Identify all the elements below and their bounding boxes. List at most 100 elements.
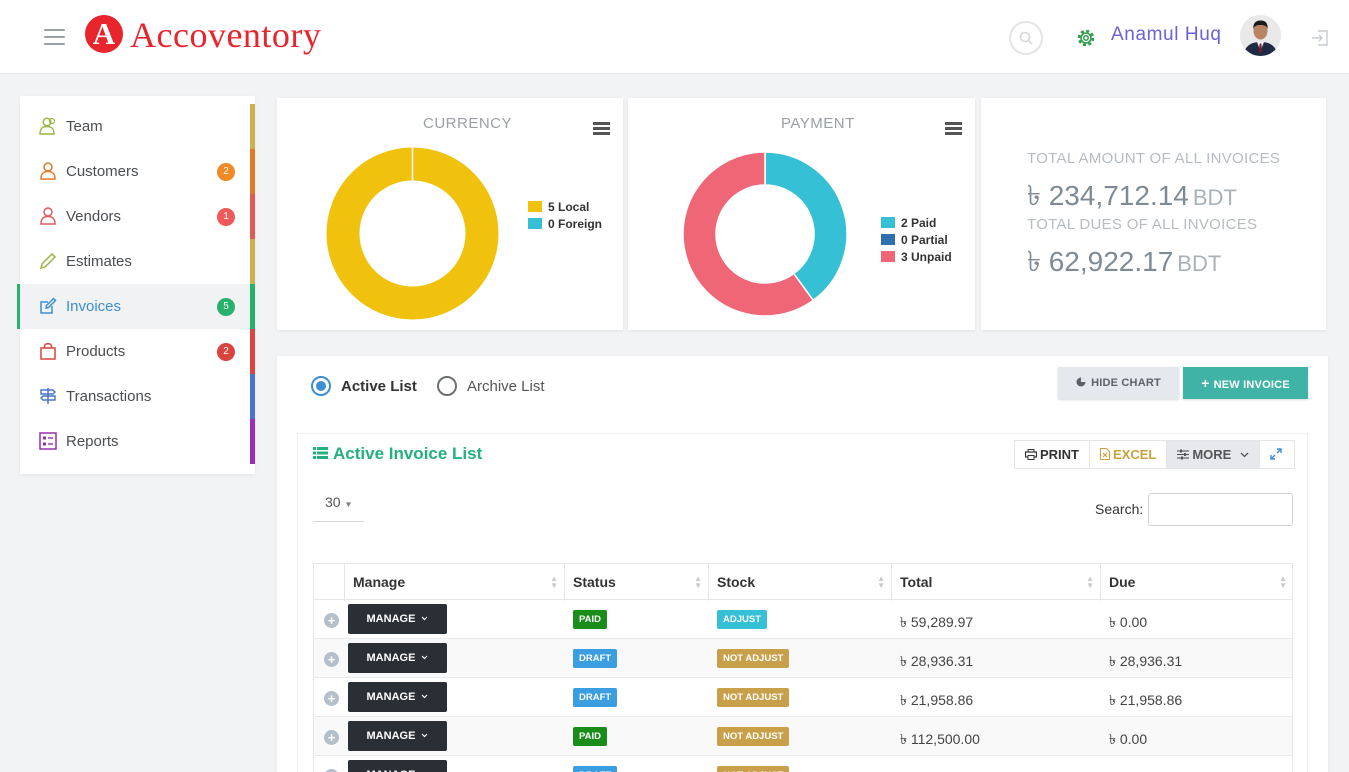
th-expand bbox=[314, 564, 345, 601]
search-button[interactable] bbox=[1009, 21, 1043, 55]
status-badge: DRAFT bbox=[573, 649, 618, 668]
chart-menu-icon[interactable] bbox=[945, 122, 962, 135]
hide-chart-label: HIDE CHART bbox=[1091, 377, 1161, 389]
avatar[interactable] bbox=[1240, 15, 1281, 56]
sidebar-item-vendors[interactable]: Vendors 1 bbox=[20, 194, 255, 239]
th-status[interactable]: Status ▲ ▼ bbox=[565, 564, 709, 601]
fullscreen-button[interactable] bbox=[1260, 441, 1294, 468]
expand-row-icon[interactable]: + bbox=[324, 613, 339, 628]
logout-icon[interactable] bbox=[1311, 29, 1329, 52]
sidebar-item-label: Estimates bbox=[66, 253, 132, 270]
gear-icon[interactable] bbox=[1075, 27, 1097, 54]
donut-slice-paid[interactable] bbox=[764, 151, 848, 302]
donut-slice-local[interactable] bbox=[326, 147, 499, 320]
expand-row-icon[interactable]: + bbox=[324, 691, 339, 706]
pie-chart-icon bbox=[1076, 377, 1086, 387]
sidebar-item-invoices[interactable]: Invoices 5 bbox=[17, 284, 255, 329]
invoice-list-card: Active Invoice List PRINT EXCEL MORE 30 … bbox=[297, 433, 1308, 772]
th-total[interactable]: Total ▲ ▼ bbox=[892, 564, 1101, 601]
menu-icon[interactable] bbox=[44, 29, 65, 45]
user-name[interactable]: Anamul Huq bbox=[1111, 24, 1222, 45]
manage-dropdown-button[interactable]: MANAGE bbox=[348, 643, 447, 673]
sidebar-item-transactions[interactable]: Transactions bbox=[20, 374, 255, 419]
plus-icon: + bbox=[1201, 375, 1210, 391]
chart-title: CURRENCY bbox=[423, 115, 513, 132]
total-cell: ৳ 21,958.86 bbox=[900, 692, 974, 708]
radio-active-list[interactable] bbox=[311, 376, 331, 396]
chart-menu-icon[interactable] bbox=[593, 122, 610, 135]
more-dropdown[interactable]: MORE bbox=[1167, 441, 1260, 468]
th-stock[interactable]: Stock ▲ ▼ bbox=[709, 564, 892, 601]
search-label: Search: bbox=[1095, 501, 1144, 517]
hide-chart-button[interactable]: HIDE CHART bbox=[1058, 367, 1179, 399]
th-manage[interactable]: Manage ▲ ▼ bbox=[345, 564, 565, 601]
excel-button[interactable]: EXCEL bbox=[1090, 441, 1168, 468]
manage-dropdown-button[interactable]: MANAGE bbox=[348, 721, 447, 751]
legend-item-paid[interactable]: 2 Paid bbox=[881, 215, 952, 232]
sidebar-item-reports[interactable]: Reports bbox=[20, 419, 255, 464]
sidebar-strip bbox=[250, 239, 255, 284]
new-invoice-button[interactable]: + NEW INVOICE bbox=[1183, 367, 1308, 399]
sidebar-item-estimates[interactable]: Estimates bbox=[20, 239, 255, 284]
chevron-down-icon bbox=[422, 616, 428, 621]
chart-title: PAYMENT bbox=[781, 115, 855, 132]
donut-slice-unpaid[interactable] bbox=[682, 151, 815, 317]
sort-icon: ▲ ▼ bbox=[877, 574, 885, 590]
count-badge: 5 bbox=[217, 298, 235, 316]
sidebar-item-team[interactable]: Team bbox=[20, 104, 255, 149]
due-cell: ৳ 0.00 bbox=[1109, 731, 1148, 747]
expand-row-icon[interactable]: + bbox=[324, 730, 339, 745]
count-badge: 2 bbox=[217, 343, 235, 361]
column-label: Status bbox=[573, 574, 616, 590]
more-label: MORE bbox=[1192, 447, 1232, 462]
sidebar-item-products[interactable]: Products 2 bbox=[20, 329, 255, 374]
sidebar-strip bbox=[250, 194, 255, 239]
table-toolbar: PRINT EXCEL MORE bbox=[1014, 440, 1295, 469]
active-indicator bbox=[17, 284, 20, 329]
vendor-icon bbox=[40, 207, 56, 225]
manage-label: MANAGE bbox=[366, 613, 416, 625]
manage-dropdown-button[interactable]: MANAGE bbox=[348, 682, 447, 712]
legend-item-partial[interactable]: 0 Partial bbox=[881, 232, 952, 249]
customer-icon bbox=[40, 162, 56, 180]
table-row: + MANAGE DRAFT NOT ADJUST ৳ 12,027.00 ৳ 12,0… bbox=[313, 756, 1293, 772]
legend-label: 5 Local bbox=[548, 200, 590, 214]
total-dues-number: ৳ 62,922.17 bbox=[1027, 246, 1174, 277]
total-amount-value: ৳ 234,712.14 BDT bbox=[1027, 174, 1237, 221]
expand-row-icon[interactable]: + bbox=[324, 652, 339, 667]
radio-archive-label[interactable]: Archive List bbox=[467, 378, 545, 395]
table-row: + MANAGE PAID ADJUST ৳ 59,289.97 ৳ 0.00 bbox=[313, 600, 1293, 639]
status-badge: PAID bbox=[573, 727, 607, 746]
sidebar-item-label: Products bbox=[66, 343, 126, 360]
totals-card: TOTAL AMOUNT OF ALL INVOICES ৳ 234,712.1… bbox=[981, 98, 1326, 330]
table-header: Manage ▲ ▼ Status ▲ ▼ Stock ▲ ▼ Total ▲ ▼ Due ▲ ▼ bbox=[313, 563, 1293, 601]
legend-item-unpaid[interactable]: 3 Unpaid bbox=[881, 249, 952, 266]
payment-chart-card: PAYMENT 2 Paid 0 Partial 3 Unpaid bbox=[628, 98, 975, 330]
radio-archive-list[interactable] bbox=[437, 376, 457, 396]
currency-unit: BDT bbox=[1177, 251, 1222, 276]
legend-item-local[interactable]: 5 Local bbox=[528, 199, 602, 216]
table-row: + MANAGE PAID NOT ADJUST ৳ 112,500.00 ৳ 0.00 bbox=[313, 717, 1293, 756]
due-cell: ৳ 28,936.31 bbox=[1109, 653, 1183, 669]
sidebar-strip bbox=[250, 419, 255, 464]
radio-active-label[interactable]: Active List bbox=[341, 378, 417, 395]
total-dues-value: ৳ 62,922.17 BDT bbox=[1027, 240, 1221, 287]
manage-label: MANAGE bbox=[366, 652, 416, 664]
sort-icon: ▲ ▼ bbox=[694, 574, 702, 590]
bag-icon bbox=[40, 343, 56, 360]
print-button[interactable]: PRINT bbox=[1015, 441, 1090, 468]
expand-row-icon[interactable]: + bbox=[324, 769, 339, 772]
sidebar-strip bbox=[250, 374, 255, 419]
manage-dropdown-button[interactable]: MANAGE bbox=[348, 604, 447, 634]
legend-swatch bbox=[528, 201, 542, 212]
total-dues-label: TOTAL DUES OF ALL INVOICES bbox=[1027, 216, 1258, 233]
payment-legend: 2 Paid 0 Partial 3 Unpaid bbox=[881, 215, 952, 266]
sidebar-item-customers[interactable]: Customers 2 bbox=[20, 149, 255, 194]
manage-dropdown-button[interactable]: MANAGE bbox=[348, 760, 447, 772]
count-badge: 2 bbox=[217, 163, 235, 181]
page-size-select[interactable]: 30 ▼ bbox=[313, 492, 364, 522]
due-cell: ৳ 12,027.00 bbox=[1109, 767, 1182, 772]
legend-item-foreign[interactable]: 0 Foreign bbox=[528, 216, 602, 233]
search-input[interactable] bbox=[1148, 493, 1293, 526]
th-due[interactable]: Due ▲ ▼ bbox=[1101, 564, 1293, 601]
